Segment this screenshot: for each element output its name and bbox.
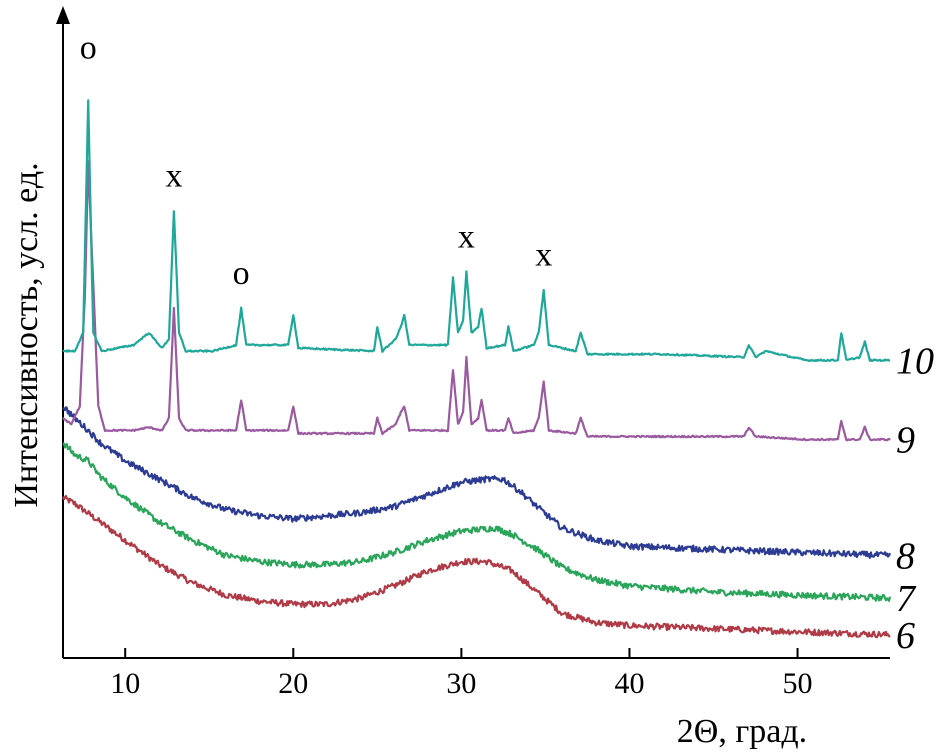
curve-label-8: 8 [896,535,915,577]
series-line-8 [62,406,892,559]
y-axis-title: Интенсивность, усл. ед. [8,162,45,507]
x-tick-label-20: 20 [278,667,308,700]
x-ticks: 10 20 30 40 50 [110,648,813,700]
peak-marker-4: х [535,237,552,274]
y-axis-arrow [56,6,70,24]
x-tick-label-10: 10 [110,667,140,700]
curve-labels: 10 9 876 [896,340,934,657]
curve-label-9: 9 [896,420,915,462]
series-layer [61,99,892,639]
axes [56,6,890,659]
x-tick-label-50: 50 [783,667,813,700]
curve-label-10: 10 [896,340,934,382]
curve-label-6: 6 [896,615,915,657]
curve-label-7: 7 [896,578,917,620]
series-line-10 [62,99,891,363]
peak-marker-1: х [165,157,182,194]
peak-marker-2: о [233,255,250,292]
x-tick-label-40: 40 [614,667,644,700]
x-tick-label-30: 30 [446,667,476,700]
x-axis-title: 2Θ, град. [677,713,807,750]
peak-markers: о х о х х [80,29,553,292]
peak-marker-3: х [458,218,475,255]
series-line-6 [61,494,891,639]
peak-marker-0: о [80,29,97,66]
series-line-9 [62,160,891,442]
series-line-7 [62,442,892,602]
